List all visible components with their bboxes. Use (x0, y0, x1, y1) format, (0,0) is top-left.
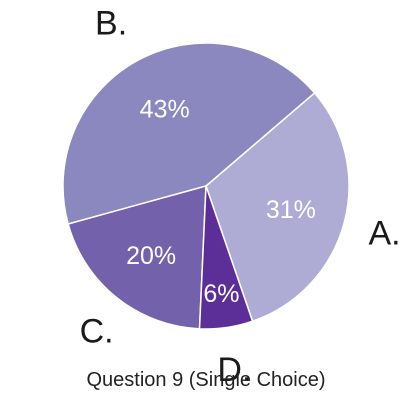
pie-category-label: D. (217, 351, 251, 389)
pie-category-label: C. (80, 313, 114, 351)
pie-value-label: 20% (126, 242, 176, 270)
pie-value-labels: 31% 43% 20% 6% (126, 95, 316, 308)
pie-slice-1 (205, 91, 350, 323)
pie-slice-2 (62, 42, 316, 225)
pie-category-labels: A. B. C. D. (80, 5, 401, 389)
pie-category-label: A. (368, 215, 400, 253)
pie-value-label: 43% (140, 95, 190, 123)
chart-title: Question 9 (Single Choice) (86, 369, 325, 391)
pie-slices (62, 42, 350, 330)
pie-value-label: 31% (266, 196, 316, 224)
pie-slice-3 (67, 185, 207, 330)
pie-slice-4 (198, 185, 254, 330)
pie-category-label: B. (95, 5, 127, 43)
pie-value-label: 6% (203, 280, 239, 308)
